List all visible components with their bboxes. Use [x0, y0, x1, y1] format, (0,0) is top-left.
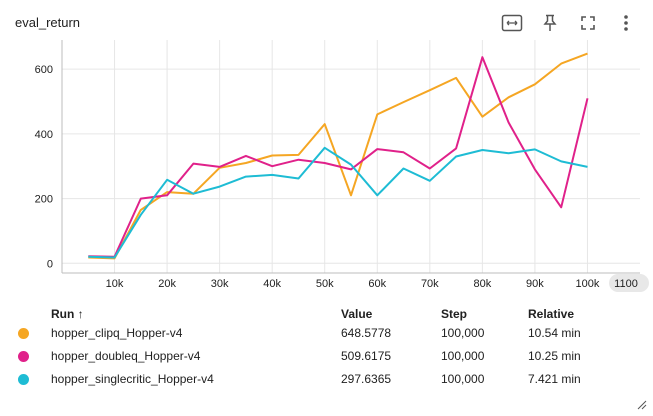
y-tick-label: 400 — [35, 129, 53, 141]
chart-toolbar — [493, 9, 645, 37]
run-color-dot — [18, 374, 29, 385]
y-tick-label: 200 — [35, 194, 53, 206]
run-name: hopper_clipq_Hopper-v4 — [51, 326, 183, 340]
x-tick-label: 20k — [158, 278, 176, 290]
run-value: 297.6365 — [341, 372, 392, 386]
header-run[interactable]: Run ↑ — [51, 307, 84, 321]
more-vert-icon — [624, 15, 628, 31]
chart-axes: 0 200 400 600 10k 20k 30k 40k 50k 60k 70k 80k 90k 100… — [35, 40, 649, 292]
x-tick-label: 30k — [211, 278, 229, 290]
chart-series — [88, 52, 589, 260]
y-tick-label: 0 — [47, 258, 53, 270]
run-step: 100,000 — [441, 372, 485, 386]
fullscreen-icon — [581, 16, 595, 30]
pin-icon — [543, 14, 557, 31]
x-tick-label: 60k — [368, 278, 386, 290]
run-color-dot — [18, 351, 29, 362]
x-tick-label: 70k — [421, 278, 439, 290]
run-step: 100,000 — [441, 349, 485, 363]
run-relative: 10.54 min — [528, 326, 581, 340]
x-tick-chip — [609, 274, 649, 292]
y-tick-label: 600 — [35, 64, 53, 76]
run-name: hopper_singlecritic_Hopper-v4 — [51, 372, 214, 386]
x-tick-label: 80k — [473, 278, 491, 290]
series-line — [88, 146, 588, 259]
table-header: Run ↑ Value Step Relative — [0, 305, 653, 323]
run-value: 648.5778 — [341, 326, 392, 340]
run-relative: 10.25 min — [528, 349, 581, 363]
runs-table: Run ↑ Value Step Relative hopper_clipq_H… — [0, 305, 653, 392]
resize-handle-icon[interactable] — [637, 400, 647, 410]
table-row[interactable]: hopper_clipq_Hopper-v4 648.5778 100,000 … — [0, 323, 653, 346]
fit-domain-button[interactable] — [493, 9, 531, 37]
run-value: 509.6175 — [341, 349, 392, 363]
run-relative: 7.421 min — [528, 372, 581, 386]
x-tick-label: 100k — [576, 278, 600, 290]
run-step: 100,000 — [441, 326, 485, 340]
run-color-dot — [18, 328, 29, 339]
header-value[interactable]: Value — [341, 307, 373, 321]
fit-domain-icon — [501, 14, 523, 32]
x-tick-label: 10k — [106, 278, 124, 290]
fullscreen-button[interactable] — [569, 9, 607, 37]
header-step[interactable]: Step — [441, 307, 468, 321]
pin-button[interactable] — [531, 9, 569, 37]
line-chart[interactable]: 0 200 400 600 10k 20k 30k 40k 50k 60k 70k 80k 90k 100… — [0, 40, 653, 298]
chart-grid — [62, 40, 640, 273]
series-line — [88, 52, 588, 260]
table-row[interactable]: hopper_doubleq_Hopper-v4 509.6175 100,00… — [0, 346, 653, 369]
table-row[interactable]: hopper_singlecritic_Hopper-v4 297.6365 1… — [0, 369, 653, 392]
x-tick-label: 40k — [263, 278, 281, 290]
series-line — [88, 56, 589, 258]
run-name: hopper_doubleq_Hopper-v4 — [51, 349, 201, 363]
x-tick-label: 1100 — [614, 278, 638, 290]
x-tick-label: 50k — [316, 278, 334, 290]
more-options-button[interactable] — [607, 9, 645, 37]
chart-card-title: eval_return — [15, 15, 81, 30]
header-relative[interactable]: Relative — [528, 307, 575, 321]
x-tick-label: 90k — [526, 278, 544, 290]
